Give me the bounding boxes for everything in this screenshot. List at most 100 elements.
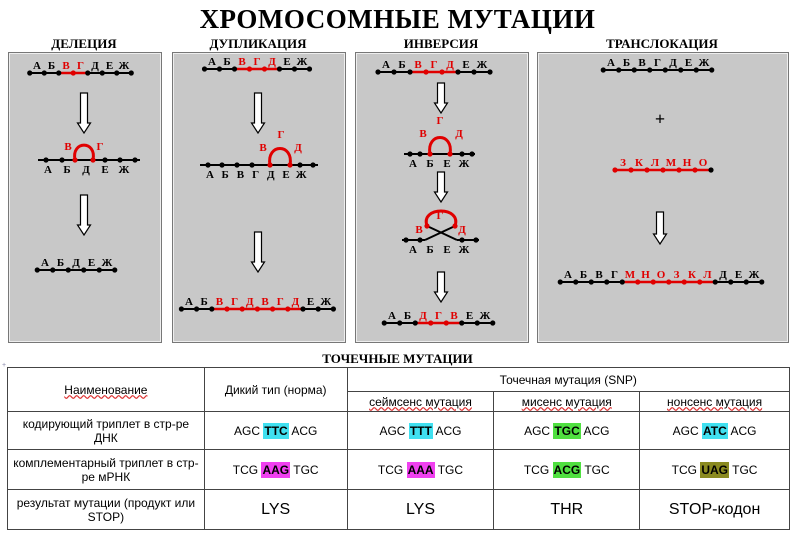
- chromosome-letter: Д: [446, 59, 454, 71]
- chromosome-letter: Г: [431, 59, 438, 71]
- chromosome-letter: Е: [443, 244, 450, 256]
- triplet-cell: AGC TTT ACG: [346, 411, 495, 450]
- loop-letter: Д: [294, 142, 302, 154]
- chromosome-letter: Б: [57, 257, 64, 269]
- chromosome-letter: А: [388, 310, 396, 322]
- chromosome-letter: Ж: [119, 164, 130, 176]
- chromosome-letter: В: [261, 296, 269, 308]
- chromosome-bead: [708, 167, 714, 173]
- loop-letter: Г: [437, 210, 444, 222]
- chromosome-bead: [447, 151, 453, 157]
- corner-mark: +: [2, 362, 7, 369]
- chromosome-letter: Ж: [477, 59, 488, 71]
- chromosome-letter: О: [699, 157, 708, 169]
- chromosome-letter: Е: [88, 257, 95, 269]
- chromosome-bead: [407, 69, 413, 75]
- chromosome-bead: [114, 70, 120, 76]
- chromosome-letter: Ж: [297, 56, 308, 68]
- chromosome-letter: Г: [277, 296, 284, 308]
- loop-letter: В: [64, 141, 72, 153]
- chromosome-letter: З: [674, 269, 680, 281]
- chromosome-bead: [407, 151, 413, 157]
- chromosome-bead: [403, 237, 409, 243]
- chromosome-letter: Е: [101, 164, 108, 176]
- chromosome-bead: [297, 162, 303, 168]
- chromosome-bead: [246, 66, 253, 72]
- chromosome-letter: Ж: [119, 60, 130, 72]
- chromosome-letter: В: [62, 60, 70, 72]
- chromosome-letter: Б: [201, 296, 208, 308]
- chromosome-bead: [647, 67, 653, 73]
- chromosome-letter: Д: [72, 257, 80, 269]
- triplet-cell: TCG ACG TGC: [493, 449, 641, 490]
- chromosome-letter: Д: [91, 60, 99, 72]
- chromosome-bead: [423, 69, 429, 75]
- chromosome-letter: Н: [683, 157, 692, 169]
- result-cell: LYS: [346, 489, 495, 530]
- chromosome-letter: Д: [719, 269, 727, 281]
- loop-letter: Д: [458, 224, 466, 236]
- chromosome-letter: А: [33, 60, 41, 72]
- chromosome-letter: Д: [292, 296, 300, 308]
- chromosome-bead: [27, 70, 33, 76]
- chromosome-bead: [459, 320, 465, 326]
- chromosome-letter: Ж: [749, 269, 760, 281]
- chromosome-letter: В: [237, 169, 245, 181]
- duplication-red-loop: [268, 147, 292, 166]
- chromosome-bead: [209, 306, 215, 312]
- loop-letter: Г: [97, 141, 104, 153]
- chromosome-letter: А: [185, 296, 193, 308]
- loop-letter: В: [419, 128, 427, 140]
- chromosome-bead: [201, 66, 208, 72]
- chromosome-letter: А: [409, 244, 417, 256]
- point-mutations-table: Наименование Дикий тип (норма) Точечная …: [7, 367, 791, 530]
- chromosome-bead: [459, 237, 465, 243]
- inversion-red-loop: [424, 209, 458, 227]
- chromosome-letter: М: [666, 157, 677, 169]
- chromosome-letter: Е: [735, 269, 742, 281]
- chromosome-bead: [330, 306, 336, 312]
- chromosome-letter: Д: [669, 57, 677, 69]
- deletion-label: ДЕЛЕЦИЯ: [51, 36, 117, 51]
- chromosome-bead: [417, 151, 423, 157]
- down-arrow: [433, 271, 449, 304]
- header-missense: мисенс мутация: [493, 391, 641, 412]
- table-subheader-row: сеймсенс мутация мисенс мутация нонсенс …: [8, 391, 790, 412]
- chromosome-bead: [693, 67, 699, 73]
- chromosome-letter: Е: [466, 310, 473, 322]
- chromosome-letter: Л: [651, 157, 660, 169]
- chromosome-bead: [315, 306, 321, 312]
- inversion-label: ИНВЕРСИЯ: [403, 36, 479, 51]
- chromosome-bead: [459, 151, 465, 157]
- chromosome-letter: Е: [307, 296, 314, 308]
- chromosome-bead: [381, 320, 387, 326]
- down-arrow: [652, 211, 668, 246]
- chromosome-bead: [267, 162, 273, 168]
- chromosome-letter: В: [216, 296, 224, 308]
- result-cell: STOP-кодон: [639, 489, 790, 530]
- chromosome-letter: Е: [283, 56, 290, 68]
- loop-letter: Д: [455, 128, 463, 140]
- loop-letter: В: [259, 142, 267, 154]
- chromosome-letter: Б: [426, 244, 433, 256]
- chromosome-bead: [56, 70, 62, 76]
- loop-letter: Г: [437, 115, 444, 127]
- chromosome-letter: Д: [82, 164, 90, 176]
- triplet-cell: TCG AAA TGC: [346, 449, 495, 490]
- chromosome-letter: Е: [685, 57, 692, 69]
- header-same: сеймсенс мутация: [346, 391, 495, 412]
- chromosome-letter: А: [206, 169, 214, 181]
- chromosome-bead: [612, 167, 618, 173]
- chromosome-letter: А: [208, 56, 216, 68]
- chromosome-letter: Д: [268, 56, 276, 68]
- result-cell: LYS: [203, 489, 348, 530]
- chromosome-bead: [34, 267, 40, 273]
- chromosome-bead: [178, 306, 184, 312]
- chromosome-letter: Б: [623, 57, 630, 69]
- chromosome-bead: [194, 306, 200, 312]
- chromosome-bead: [471, 69, 477, 75]
- header-wild: Дикий тип (норма): [203, 367, 348, 412]
- chromosome-letter: Л: [703, 269, 712, 281]
- chromosome-bead: [644, 167, 650, 173]
- chromosome-bead: [65, 267, 71, 273]
